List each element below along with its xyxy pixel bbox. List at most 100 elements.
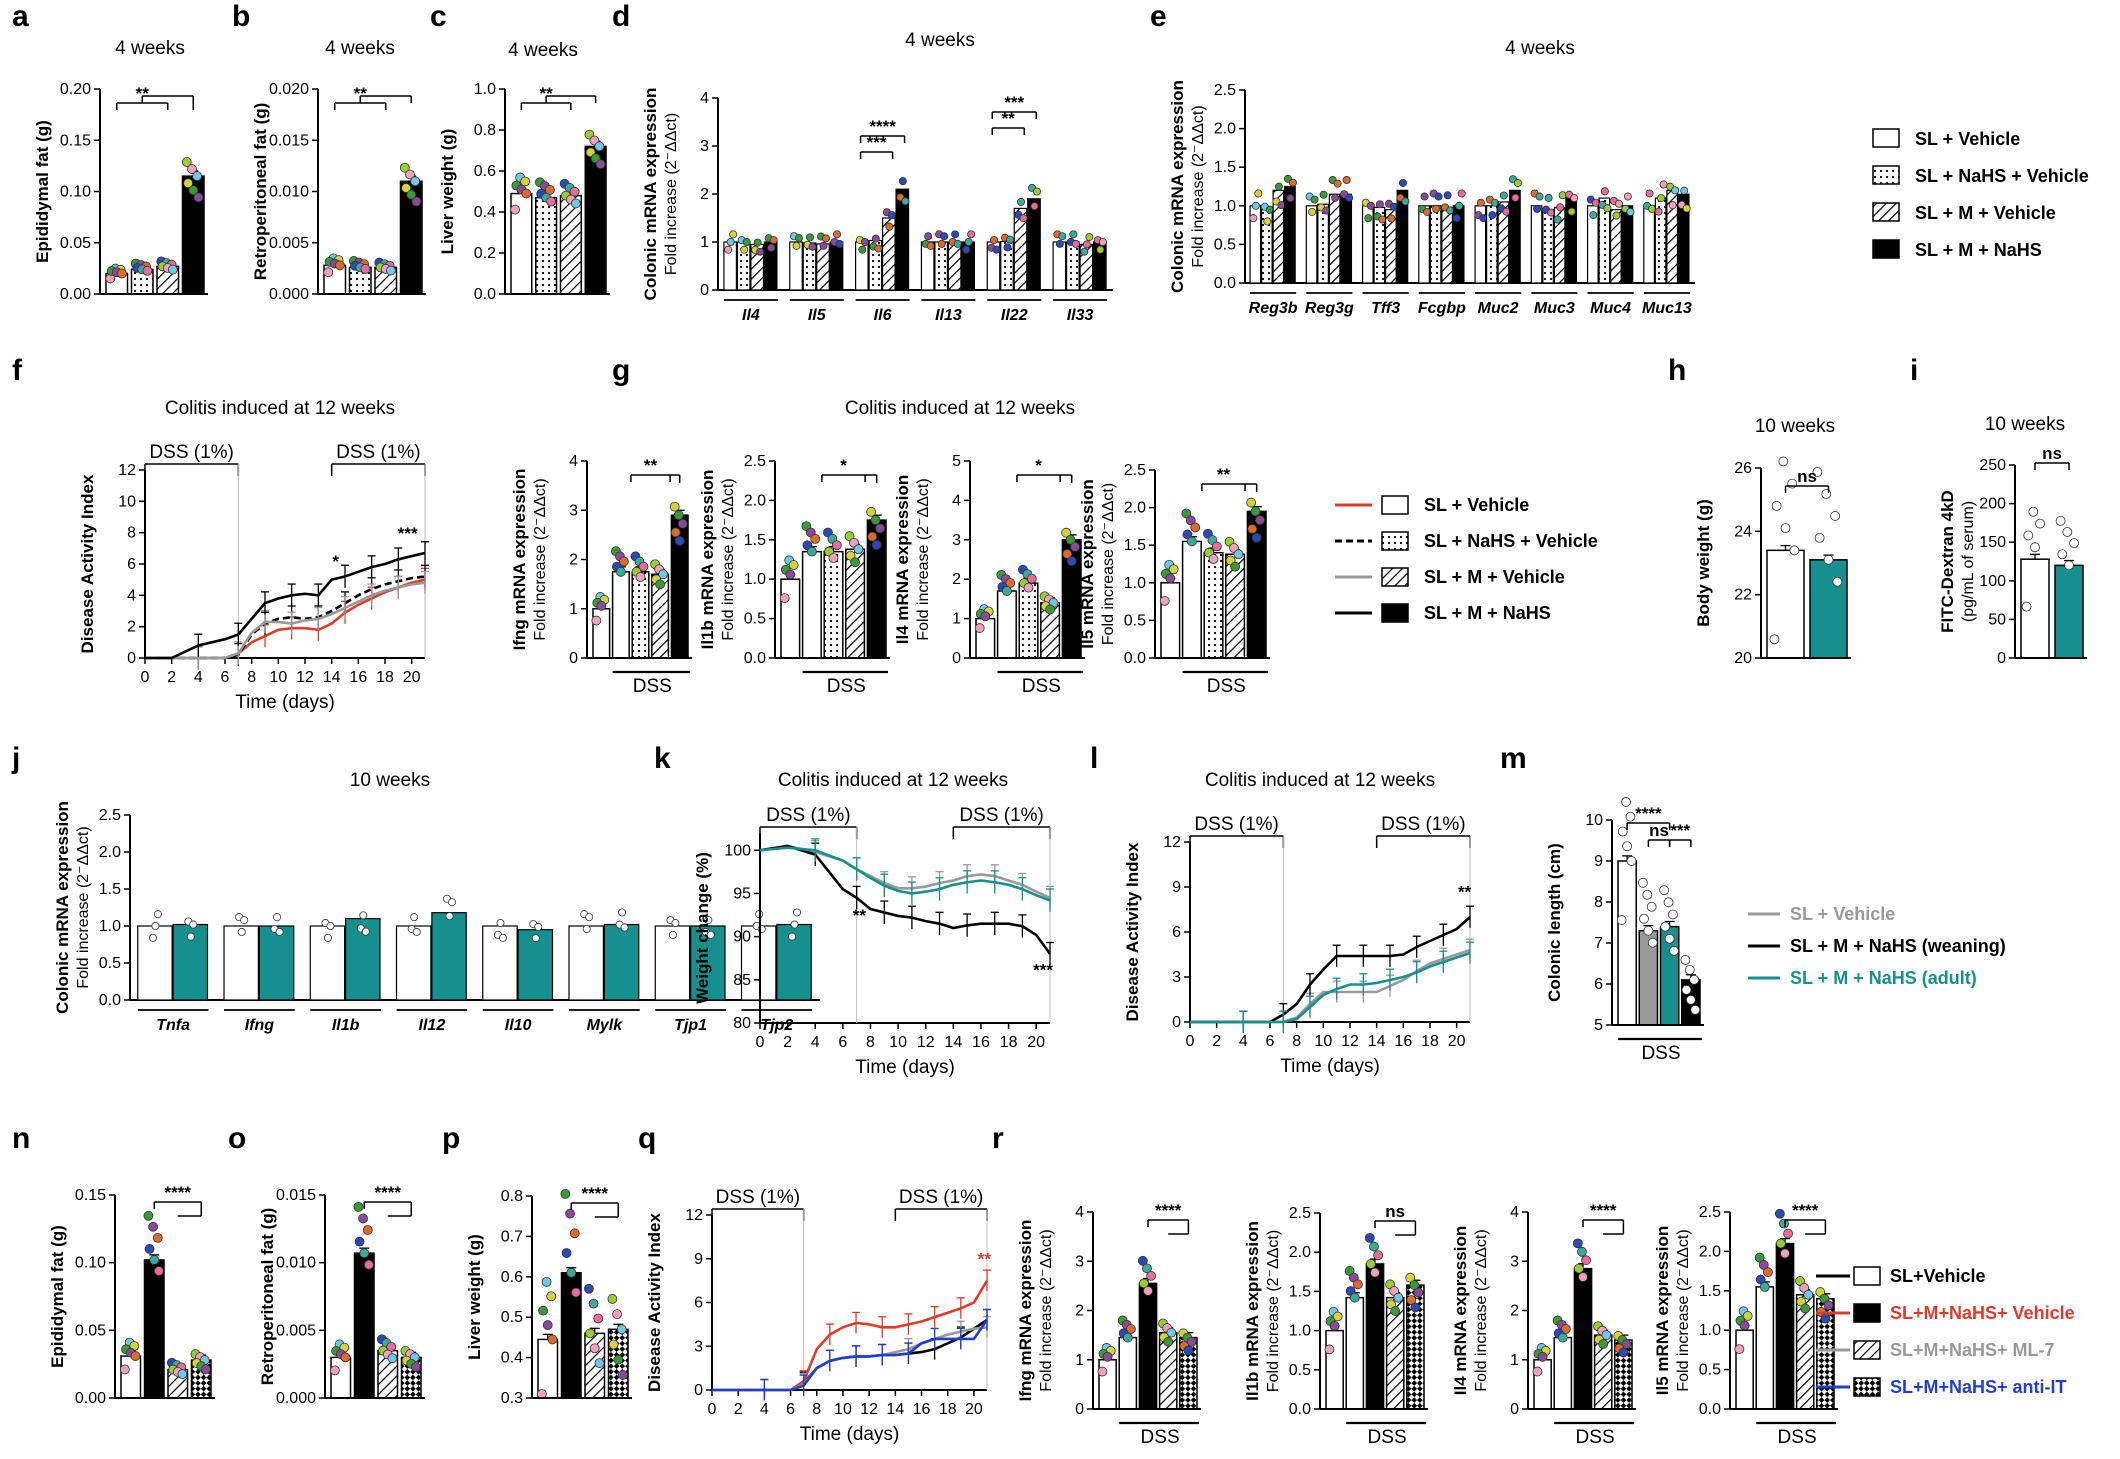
legend-label: SL + NaHS + Vehicle — [1424, 531, 1598, 551]
y-tick-label: 3 — [1075, 1253, 1084, 1270]
data-point — [871, 540, 882, 550]
y-tick-label: 2 — [700, 186, 709, 203]
data-point — [273, 913, 282, 922]
data-point — [638, 561, 649, 572]
data-point — [2021, 601, 2032, 612]
panel-g4: 0.0 0.5 1.0 1.5 2.0 2.5 Il5 mRNA expression Fol… — [1078, 462, 1270, 697]
data-point — [2023, 530, 2034, 541]
y-axis-label: Liver weight (g) — [465, 1234, 484, 1360]
data-point — [1329, 1320, 1340, 1331]
data-point — [1097, 1366, 1108, 1377]
y-tick-label: 0 — [952, 650, 961, 667]
data-point — [1657, 194, 1666, 203]
data-point — [237, 927, 246, 936]
sig-label: ** — [853, 906, 867, 925]
y-tick-label: 0 — [700, 282, 709, 299]
y-tick-label: 0 — [569, 650, 578, 667]
y-tick-label: 10 — [118, 493, 136, 510]
data-point — [1364, 1232, 1375, 1243]
bar — [1735, 1329, 1754, 1410]
data-point — [130, 1351, 141, 1361]
data-point — [1600, 187, 1609, 196]
data-point — [1066, 556, 1077, 566]
data-point — [1532, 1366, 1543, 1377]
data-point — [1016, 197, 1025, 206]
group-label: DSS — [1576, 1427, 1615, 1448]
legend-fat-groups: SL + Vehicle SL + NaHS + Vehicle SL + M + … — [1872, 128, 2089, 260]
data-point — [2057, 549, 2068, 560]
data-point — [769, 236, 778, 245]
data-point — [585, 1328, 595, 1339]
data-point — [1446, 206, 1455, 215]
data-point — [990, 236, 999, 245]
y-tick-label: 0.0 — [1699, 1401, 1721, 1418]
data-point — [2030, 542, 2040, 553]
data-point — [1310, 195, 1319, 204]
data-point — [1233, 549, 1244, 560]
data-point — [1387, 214, 1396, 223]
dss-label: DSS (1%) — [1194, 814, 1278, 835]
data-point — [1096, 245, 1105, 254]
y-tick-label: 20 — [1734, 650, 1752, 667]
data-point — [1378, 215, 1387, 224]
panel-k: Colitis induced at 12 weeks80859095100We… — [693, 770, 1054, 1078]
y-tick-label: 6 — [1172, 924, 1181, 941]
data-point — [323, 933, 332, 942]
data-point — [835, 239, 844, 248]
panel-m: 5 6 7 8 9 10 Colonic length (cm) DSS ****ns *** — [1545, 797, 1704, 1064]
panel-title: 10 weeks — [1755, 416, 1835, 437]
panel-r2: 0.0 0.5 1.0 1.5 2.0 2.5 Il1b mRNA expression Fo… — [1243, 1202, 1428, 1448]
y-axis-label: Retroperitoneal fat (g) — [251, 103, 270, 281]
panel-label-m: m — [1500, 742, 1527, 775]
data-point — [364, 1259, 374, 1270]
y-axis-label: FITC-Dextran 4kD — [1938, 490, 1957, 633]
bar — [1598, 197, 1611, 284]
data-point — [154, 1266, 164, 1276]
group-label: DSS — [1778, 1427, 1817, 1448]
panel-o: 0.000 0.005 0.010 0.015 Retroperitoneal fat … — [258, 1183, 425, 1407]
data-point — [360, 264, 371, 274]
y-axis-label-2: Fold increase (2⁻ΔΔct) — [532, 478, 549, 640]
data-point — [1420, 192, 1429, 201]
y-tick-label: 8 — [127, 525, 136, 542]
y-tick-label: 2.5 — [1124, 462, 1146, 479]
y-axis-label: Body weight (g) — [1694, 499, 1713, 626]
data-point — [1143, 1286, 1153, 1296]
data-point — [729, 230, 738, 239]
data-point — [510, 204, 521, 215]
data-point — [151, 922, 160, 931]
y-axis-label-2: Fold increase (2⁻ΔΔct) — [915, 478, 932, 640]
group-label: DSS — [633, 676, 672, 697]
bar — [895, 188, 910, 291]
data-point — [354, 1236, 365, 1247]
data-point — [1065, 534, 1076, 545]
y-tick-label: 1.5 — [744, 532, 766, 549]
y-tick-label: 2 — [1510, 1303, 1519, 1320]
data-point — [410, 913, 419, 922]
data-point — [411, 1362, 421, 1373]
data-point — [1455, 201, 1464, 210]
bar — [1573, 1267, 1593, 1410]
legend-colitis-groups: SL + Vehicle SL + NaHS + Vehicle SL + M + … — [1335, 495, 1598, 623]
y-tick-label: 0.000 — [276, 1390, 316, 1407]
panel-label-c: c — [430, 0, 447, 33]
data-point — [858, 245, 867, 254]
data-point — [1557, 1332, 1568, 1343]
x-tick-label: 12 — [1341, 1033, 1359, 1050]
panel-label-r: r — [992, 1122, 1004, 1155]
data-point — [585, 913, 594, 922]
y-tick-label: 2.0 — [744, 492, 766, 509]
bar — [1138, 1282, 1158, 1410]
data-point — [189, 920, 198, 929]
data-point — [704, 916, 713, 925]
category-label: Muc2 — [1478, 300, 1519, 317]
x-tick-label: 10 — [1314, 1033, 1332, 1050]
data-point — [183, 178, 193, 189]
data-point — [362, 1225, 373, 1235]
data-point — [1537, 1351, 1548, 1362]
data-point — [1645, 189, 1654, 198]
data-point — [1680, 186, 1689, 195]
data-point — [1502, 207, 1511, 216]
x-tick-label: 12 — [860, 1401, 878, 1418]
